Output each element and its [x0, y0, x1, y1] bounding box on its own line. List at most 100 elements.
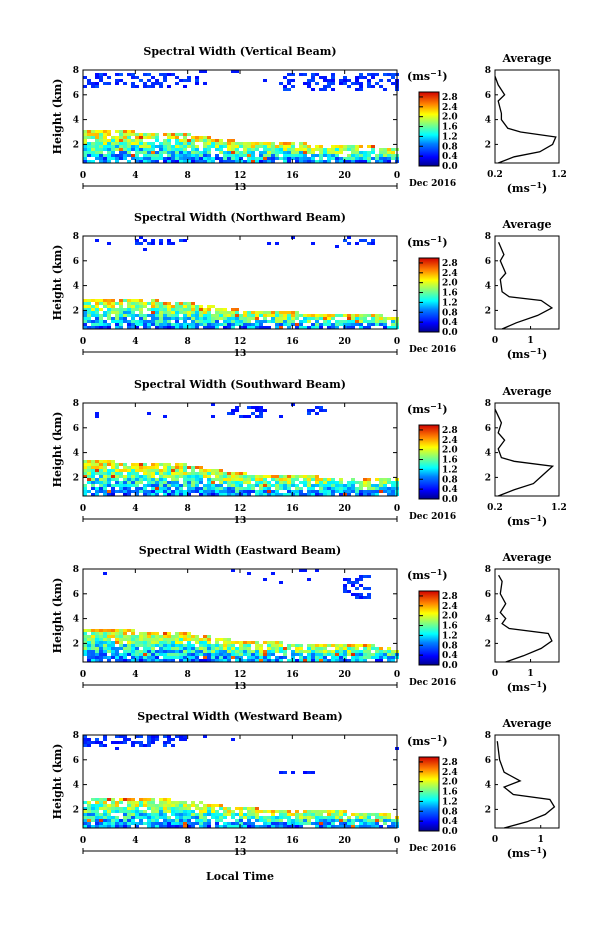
panel-1-heatmap-cell [95, 305, 99, 308]
panel-0-heatmap-cell [335, 154, 339, 157]
panel-4-heatmap-cell [103, 804, 107, 807]
panel-3-heatmap-cell [191, 635, 195, 638]
panel-3-heatmap-cell [175, 632, 179, 635]
panel-2-heatmap-cell [127, 481, 131, 484]
panel-0-heatmap-cell [159, 142, 163, 145]
panel-2-heatmap-cell [163, 478, 167, 481]
panel-0-heatmap-cell [339, 157, 343, 160]
panel-3-heatmap-cell [183, 635, 187, 638]
panel-3-heatmap-cell [275, 656, 279, 659]
panel-3-heatmap-cell [299, 656, 303, 659]
panel-0-cbar-tick-label: 0.4 [442, 152, 458, 162]
panel-3-heatmap-cell [307, 656, 311, 659]
panel-1-heatmap-cell [235, 311, 239, 314]
panel-1-heatmap-cell [211, 323, 215, 326]
panel-2-xtick-label: 4 [132, 504, 138, 514]
panel-1-heatmap-cell [175, 326, 179, 329]
panel-1-heatmap-cell [187, 302, 191, 305]
panel-0-heatmap-cell [151, 82, 155, 85]
panel-1-ytick-label: 8 [73, 232, 79, 242]
panel-4-heatmap-cell [171, 813, 175, 816]
panel-0-heatmap-cell [175, 76, 179, 79]
panel-4-heatmap-cell [159, 813, 163, 816]
panel-1-heatmap-cell [127, 314, 131, 317]
panel-3-heatmap-cell [367, 644, 371, 647]
panel-1-heatmap-cell [199, 317, 203, 320]
panel-0-heatmap-cell [299, 73, 303, 76]
panel-1-heatmap-cell [331, 326, 335, 329]
panel-1-heatmap-cell [95, 239, 99, 242]
panel-2-heatmap-cell [179, 472, 183, 475]
panel-3-heatmap-cell [379, 659, 383, 662]
panel-1-heatmap-cell [239, 323, 243, 326]
panel-3-heatmap-cell [271, 641, 275, 644]
panel-0-heatmap-cell [183, 160, 187, 163]
panel-1-heatmap-cell [83, 299, 87, 302]
panel-0-heatmap-cell [183, 79, 187, 82]
panel-0-heatmap-cell [263, 160, 267, 163]
panel-1-heatmap-cell [91, 299, 95, 302]
panel-1-heatmap-cell [191, 302, 195, 305]
panel-3-cbar-tick-label: 0.0 [442, 661, 458, 671]
panel-3-heatmap-cell [115, 632, 119, 635]
panel-3-heatmap-cell [375, 650, 379, 653]
panel-0-heatmap-cell [83, 76, 87, 79]
panel-2-heatmap-cell [195, 475, 199, 478]
panel-4-heatmap-cell [103, 801, 107, 804]
panel-3-heatmap-cell [231, 650, 235, 653]
panel-4-heatmap-cell [263, 822, 267, 825]
panel-2-heatmap-cell [347, 493, 351, 496]
panel-2-heatmap-cell [391, 484, 395, 487]
panel-2-heatmap-cell [95, 487, 99, 490]
panel-0-heatmap-cell [299, 151, 303, 154]
panel-1-cbar-unit-exp: −1 [430, 234, 442, 244]
panel-1-heatmap-cell [143, 314, 147, 317]
panel-1-heatmap-cell [143, 248, 147, 251]
panel-1-heatmap-cell [119, 311, 123, 314]
panel-2-heatmap-cell [87, 460, 91, 463]
panel-1-heatmap-cell [387, 317, 391, 320]
panel-3-heatmap-cell [323, 653, 327, 656]
panel-3-heatmap-cell [163, 632, 167, 635]
panel-1-heatmap-cell [203, 317, 207, 320]
panel-1-heatmap-cell [159, 326, 163, 329]
panel-0-heatmap-cell [303, 148, 307, 151]
panel-2-heatmap-cell [87, 463, 91, 466]
panel-3-heatmap-cell [127, 641, 131, 644]
panel-0-heatmap-cell [239, 160, 243, 163]
panel-2-heatmap-cell [375, 484, 379, 487]
panel-2-heatmap-cell [259, 409, 263, 412]
panel-3-heatmap-cell [183, 638, 187, 641]
panel-1-heatmap-cell [163, 326, 167, 329]
panel-3-heatmap-cell [367, 650, 371, 653]
panel-2-heatmap-cell [211, 478, 215, 481]
panel-1-heatmap-cell [135, 326, 139, 329]
panel-3-heatmap-cell [327, 659, 331, 662]
panel-4-heatmap-cell [95, 813, 99, 816]
panel-0-heatmap-cell [331, 145, 335, 148]
panel-1-heatmap-cell [215, 320, 219, 323]
panel-3-heatmap-cell [199, 659, 203, 662]
panel-4-heatmap-cell [147, 807, 151, 810]
panel-1-heatmap-cell [171, 308, 175, 311]
panel-1-avg-frame [494, 235, 560, 330]
panel-3-colorbar [418, 590, 440, 666]
panel-1-heatmap-cell [155, 314, 159, 317]
panel-1-heatmap-cell [243, 314, 247, 317]
panel-0-heatmap-cell [283, 157, 287, 160]
panel-0-heatmap-cell [107, 154, 111, 157]
panel-3-heatmap-cell [355, 581, 359, 584]
panel-1-heatmap-cell [119, 323, 123, 326]
panel-0-heatmap-cell [255, 157, 259, 160]
panel-0-heatmap-cell [179, 154, 183, 157]
panel-2-heatmap-cell [255, 493, 259, 496]
panel-4-heatmap-cell [363, 825, 367, 828]
panel-1-heatmap-cell [267, 320, 271, 323]
panel-0-heatmap-cell [119, 73, 123, 76]
panel-3-heatmap-cell [119, 632, 123, 635]
panel-2-heatmap-cell [259, 481, 263, 484]
panel-1-heatmap-cell [283, 323, 287, 326]
panel-1-heatmap-cell [191, 308, 195, 311]
panel-0-heatmap-cell [363, 160, 367, 163]
panel-0-heatmap-cell [331, 79, 335, 82]
